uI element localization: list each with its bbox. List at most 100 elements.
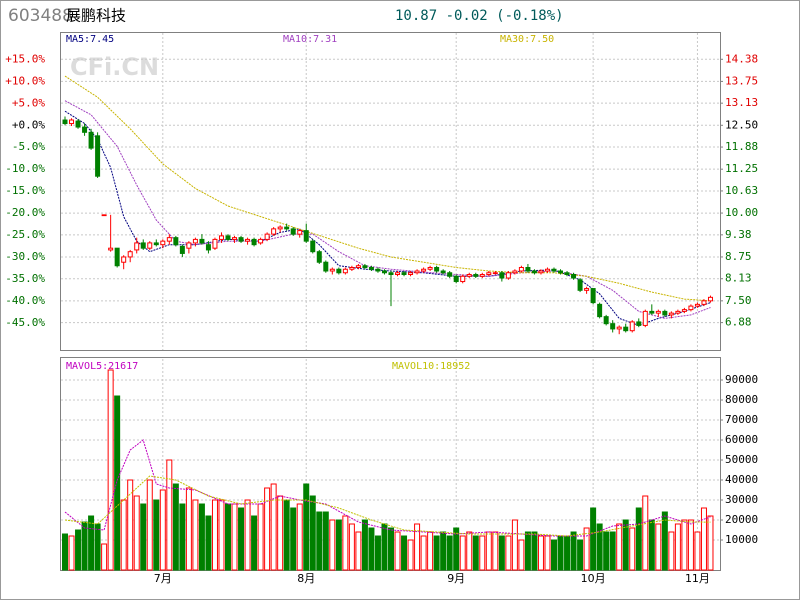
volume-bar <box>120 499 127 571</box>
volume-bar <box>114 395 121 571</box>
x-tick-label: 7月 <box>154 572 172 585</box>
volume-bar <box>133 495 140 571</box>
candle-body <box>486 272 492 276</box>
volume-bar <box>107 369 114 571</box>
y-tick-label: 10.00 <box>725 206 758 219</box>
candle-body <box>349 266 355 270</box>
candle-body <box>179 245 185 254</box>
y-tick-label: 13.75 <box>725 74 758 87</box>
candle-body <box>329 268 335 272</box>
candle-body <box>525 266 531 272</box>
volume-bar <box>335 519 342 571</box>
candle-body <box>649 310 655 314</box>
volume-bar <box>94 523 101 571</box>
y-tick-label: 13.13 <box>725 96 758 109</box>
ma-label: MA5:7.45 <box>66 34 114 45</box>
volume-bar <box>322 511 329 571</box>
volume-bar <box>172 483 179 571</box>
volume-bar <box>453 527 460 571</box>
volume-bar <box>609 531 616 571</box>
volume-bar <box>277 495 284 571</box>
volume-bar <box>348 523 355 571</box>
volume-bar <box>257 503 264 571</box>
volume-bar <box>388 527 394 571</box>
candle-body <box>492 272 498 275</box>
candle-body <box>316 251 322 263</box>
volume-bar <box>590 507 597 571</box>
volume-bar <box>374 535 381 571</box>
candle-body <box>140 242 146 249</box>
candle-body <box>205 244 211 251</box>
volume-bar <box>596 523 603 571</box>
y-tick-label: 8.13 <box>725 272 752 285</box>
candle-body <box>571 274 577 279</box>
volume-bar <box>537 535 544 571</box>
volume-bar <box>342 515 349 571</box>
candle-body <box>62 119 68 125</box>
candle-body <box>114 247 120 267</box>
candle-body <box>479 274 485 277</box>
candle-body <box>381 270 387 274</box>
volume-bar <box>316 511 323 571</box>
candle-body <box>401 272 407 276</box>
volume-bar <box>290 507 297 571</box>
ma-label: MAVOL5:21617 <box>66 361 138 372</box>
candle-body <box>408 272 414 276</box>
candle-body <box>212 238 218 249</box>
y2-tick-label: -40.0% <box>5 294 45 307</box>
candle-body <box>147 242 153 249</box>
volume-bar <box>427 531 434 571</box>
volume-bar <box>211 499 218 571</box>
candle-body <box>199 238 205 244</box>
volume-bar <box>564 535 571 571</box>
candle-body <box>662 310 668 316</box>
volume-bar <box>381 523 388 571</box>
volume-bar <box>303 483 310 571</box>
y-tick-label: 11.25 <box>725 162 758 175</box>
candle-body <box>186 242 192 249</box>
candle-body <box>303 230 309 242</box>
volume-bar <box>635 507 642 571</box>
volume-bar <box>505 535 512 571</box>
candle-body <box>127 251 133 258</box>
volume-bar <box>270 483 277 571</box>
candle-body <box>258 238 264 244</box>
volume-bar <box>603 531 610 571</box>
volume-bar <box>407 539 414 571</box>
volume-bar <box>440 531 447 571</box>
candle-body <box>323 261 329 272</box>
volume-bar <box>531 531 538 571</box>
y2-tick-label: +15.0% <box>5 52 45 65</box>
volume-bar <box>642 495 649 571</box>
volume-bar <box>264 487 271 571</box>
candle-body <box>668 312 674 316</box>
volume-bar <box>420 535 427 571</box>
candle-body <box>82 126 88 133</box>
ma-label: MA30:7.50 <box>500 34 554 45</box>
volume-bar <box>616 523 623 571</box>
volume-bar <box>101 543 108 571</box>
candle-body <box>245 238 251 242</box>
candle-body <box>642 310 648 326</box>
candle-body <box>701 300 707 305</box>
volume-bar <box>166 459 173 571</box>
volume-bar <box>88 515 95 571</box>
candle-body <box>192 238 198 244</box>
x-tick-label: 10月 <box>581 572 606 585</box>
volume-bar <box>479 535 486 571</box>
volume-bar <box>179 503 186 571</box>
candle-body <box>310 240 316 253</box>
candle-body <box>518 266 524 272</box>
candle-body <box>388 272 394 276</box>
price-panel <box>60 32 721 351</box>
y-tick-label: 40000 <box>725 473 758 486</box>
volume-bar <box>511 519 518 571</box>
volume-bar <box>466 531 473 571</box>
volume-bar <box>198 503 205 571</box>
volume-bar <box>687 519 694 571</box>
y-tick-label: 30000 <box>725 493 758 506</box>
volume-bar <box>674 523 681 571</box>
candle-body <box>153 242 159 246</box>
candle-body <box>238 237 244 242</box>
volume-bar <box>140 503 147 571</box>
